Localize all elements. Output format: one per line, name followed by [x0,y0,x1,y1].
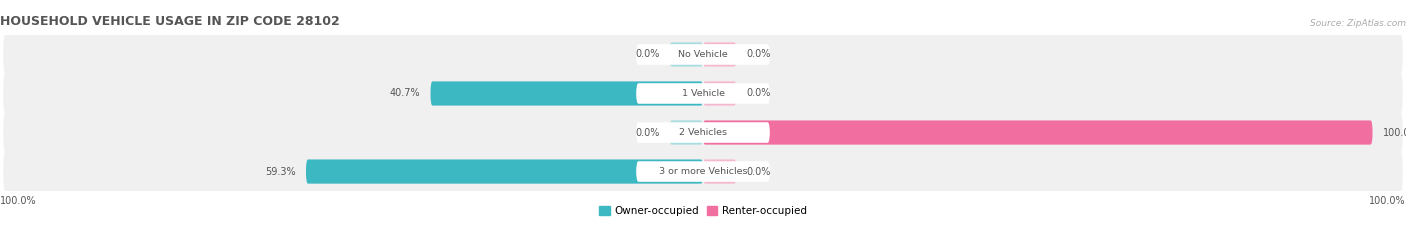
Text: 1 Vehicle: 1 Vehicle [682,89,724,98]
FancyBboxPatch shape [636,122,770,143]
FancyBboxPatch shape [307,159,703,184]
Text: Source: ZipAtlas.com: Source: ZipAtlas.com [1310,19,1406,28]
Text: HOUSEHOLD VEHICLE USAGE IN ZIP CODE 28102: HOUSEHOLD VEHICLE USAGE IN ZIP CODE 2810… [0,15,340,28]
FancyBboxPatch shape [636,161,770,182]
FancyBboxPatch shape [703,159,737,184]
Text: 0.0%: 0.0% [636,127,659,137]
FancyBboxPatch shape [669,42,703,67]
FancyBboxPatch shape [3,111,1403,154]
Text: 100.0%: 100.0% [1382,127,1406,137]
FancyBboxPatch shape [430,81,703,106]
Text: 0.0%: 0.0% [636,49,659,59]
Text: 0.0%: 0.0% [747,167,770,177]
Legend: Owner-occupied, Renter-occupied: Owner-occupied, Renter-occupied [595,202,811,220]
FancyBboxPatch shape [3,33,1403,76]
FancyBboxPatch shape [3,72,1403,115]
FancyBboxPatch shape [636,83,770,104]
Text: 2 Vehicles: 2 Vehicles [679,128,727,137]
Text: 59.3%: 59.3% [266,167,295,177]
FancyBboxPatch shape [703,42,737,67]
FancyBboxPatch shape [3,150,1403,193]
FancyBboxPatch shape [669,120,703,145]
FancyBboxPatch shape [703,81,737,106]
Text: 40.7%: 40.7% [389,89,420,99]
Text: 0.0%: 0.0% [747,89,770,99]
FancyBboxPatch shape [636,44,770,65]
FancyBboxPatch shape [703,120,1372,145]
Text: No Vehicle: No Vehicle [678,50,728,59]
Text: 3 or more Vehicles: 3 or more Vehicles [659,167,747,176]
Text: 0.0%: 0.0% [747,49,770,59]
Text: 100.0%: 100.0% [1369,196,1406,206]
Text: 100.0%: 100.0% [0,196,37,206]
